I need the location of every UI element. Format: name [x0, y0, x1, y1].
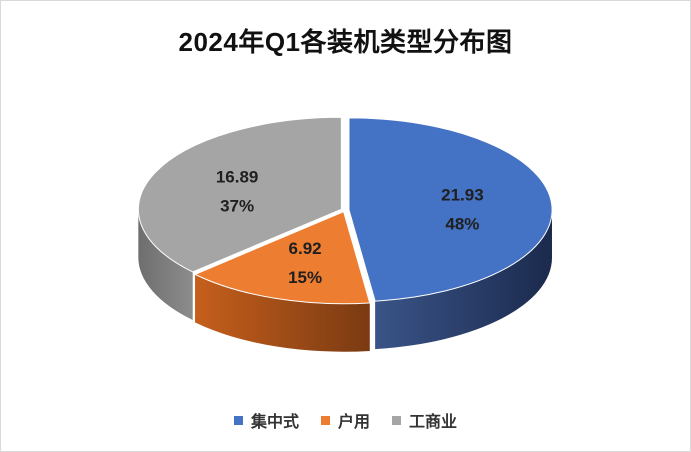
pie-labels: 21.93 48% 6.92 15% 16.89 37% [216, 168, 484, 288]
pie-side-centralized [375, 209, 552, 350]
legend-label-residential: 户用 [337, 414, 370, 431]
pie-sides [138, 209, 552, 352]
legend-label-commercial: 工商业 [409, 414, 458, 431]
pie-side-residential [195, 274, 370, 352]
data-label-value-commercial: 16.89 [216, 168, 259, 187]
legend-label-centralized: 集中式 [250, 414, 299, 431]
pie-slice-commercial[interactable] [137, 116, 342, 273]
data-label-value-centralized: 21.93 [441, 186, 484, 205]
pie-side-commercial [138, 209, 193, 320]
legend-item-centralized[interactable]: 集中式 [233, 408, 299, 432]
data-label-value-residential: 6.92 [289, 239, 322, 258]
data-label-percent-residential: 15% [288, 268, 322, 287]
legend-swatch-centralized [233, 415, 243, 425]
legend-item-commercial[interactable]: 工商业 [392, 408, 457, 432]
pie-slice-residential[interactable] [193, 211, 371, 305]
data-label-percent-centralized: 48% [445, 215, 479, 234]
data-label-percent-commercial: 37% [220, 197, 254, 216]
pie-tops [137, 116, 553, 305]
legend: 集中式 户用 工商业 [0, 408, 691, 432]
pie-slice-centralized[interactable] [348, 117, 553, 302]
legend-item-residential[interactable]: 户用 [320, 408, 370, 432]
legend-swatch-residential [320, 415, 330, 425]
legend-swatch-commercial [392, 415, 401, 425]
chart-title: 2024年Q1各装机类型分布图 [178, 27, 513, 57]
